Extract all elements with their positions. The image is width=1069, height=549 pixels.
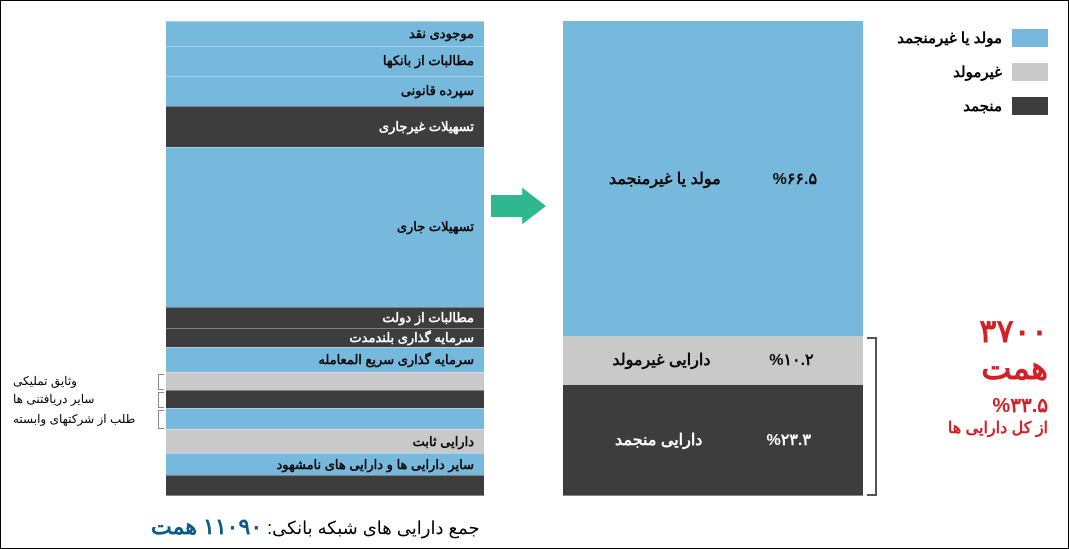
summary-segment-label: دارایی منجمد (615, 430, 702, 450)
detail-segment: تسهیلات جاری (166, 147, 484, 307)
detail-segment: سرمایه گذاری بلندمدت (166, 328, 484, 347)
detail-segment: مطالبات از دولت (166, 307, 484, 328)
detail-segment (166, 372, 484, 390)
legend-item: غیرمولد (897, 63, 1048, 81)
detail-segment-label: سایر دارایی ها و دارایی های نامشهود (276, 457, 474, 473)
summary-segment: %۶۶.۵ مولد یا غیرمنجمد (563, 21, 863, 336)
callout-pct: %۳۳.۵ (878, 393, 1048, 418)
detail-segment: موجودی نقد (166, 21, 484, 46)
detail-external-label: سایر دریافتنی ها (13, 392, 156, 406)
legend-item: منجمد (897, 97, 1048, 115)
detail-segment: سپرده قانونی (166, 76, 484, 107)
detail-segment: تسهیلات غیرجاری (166, 106, 484, 147)
detail-segment (166, 408, 484, 429)
bracket-icon (158, 410, 164, 429)
summary-stacked-chart: %۶۶.۵ مولد یا غیرمنجمد %۱۰.۲ دارایی غیرمولد… (563, 21, 863, 496)
summary-segment-pct: %۱۰.۲ (769, 350, 813, 370)
detail-segment (166, 475, 484, 495)
footer-amount: ۱۱۰۹۰ همت (151, 514, 262, 539)
legend-label: منجمد (963, 97, 1002, 115)
callout-subtext: از کل دارایی ها (878, 418, 1048, 438)
bracket-frozen-group (867, 337, 877, 496)
detail-segment-label: سرمایه گذاری بلندمدت (349, 330, 474, 346)
summary-segment-pct: %۲۳.۳ (767, 430, 811, 450)
summary-segment-label: دارایی غیرمولد (612, 350, 710, 370)
callout-amount: ۳۷۰۰ (878, 313, 1048, 350)
summary-segment-pct: %۶۶.۵ (773, 169, 817, 189)
detail-segment-label: تسهیلات غیرجاری (379, 119, 474, 135)
detail-segment-label: دارایی ثابت (413, 434, 474, 450)
detail-segment: سرمایه گذاری سریع المعامله (166, 347, 484, 372)
detail-external-label: طلب از شرکتهای وابسته (13, 412, 156, 426)
legend-swatch-frozen (1012, 97, 1048, 115)
callout-unit: همت (878, 350, 1048, 387)
detail-segment-label: مطالبات از دولت (382, 310, 474, 326)
summary-segment: %۱۰.۲ دارایی غیرمولد (563, 336, 863, 384)
detail-segment-label: موجودی نقد (409, 26, 474, 42)
detail-segment-label: تسهیلات جاری (397, 219, 474, 235)
detail-segment: مطالبات از بانکها (166, 46, 484, 76)
legend-swatch-productive (1012, 29, 1048, 47)
detail-external-label: وثایق تملیکی (13, 374, 156, 388)
detail-segment-label: سپرده قانونی (401, 83, 474, 99)
arrow-icon (491, 186, 546, 226)
legend-label: مولد یا غیرمنجمد (897, 29, 1002, 47)
detail-stacked-chart: موجودی نقد مطالبات از بانکها سپرده قانونی ت… (166, 21, 484, 496)
legend-label: غیرمولد (953, 63, 1002, 81)
footer-total: جمع دارایی های شبکه بانکی: ۱۱۰۹۰ همت (151, 514, 480, 540)
detail-segment-label: مطالبات از بانکها (383, 53, 474, 69)
detail-segment: دارایی ثابت (166, 429, 484, 453)
legend: مولد یا غیرمنجمد غیرمولد منجمد (897, 29, 1048, 115)
bracket-icon (158, 374, 164, 391)
callout-frozen-total: ۳۷۰۰ همت %۳۳.۵ از کل دارایی ها (878, 313, 1048, 438)
legend-swatch-nonproductive (1012, 63, 1048, 81)
bracket-icon (158, 392, 164, 408)
legend-item: مولد یا غیرمنجمد (897, 29, 1048, 47)
footer-prefix: جمع دارایی های شبکه بانکی: (267, 518, 479, 538)
detail-segment-label: سرمایه گذاری سریع المعامله (318, 352, 474, 368)
summary-segment: %۲۳.۳ دارایی منجمد (563, 385, 863, 495)
summary-segment-label: مولد یا غیرمنجمد (609, 169, 721, 189)
detail-segment: سایر دارایی ها و دارایی های نامشهود (166, 453, 484, 475)
detail-segment (166, 390, 484, 408)
